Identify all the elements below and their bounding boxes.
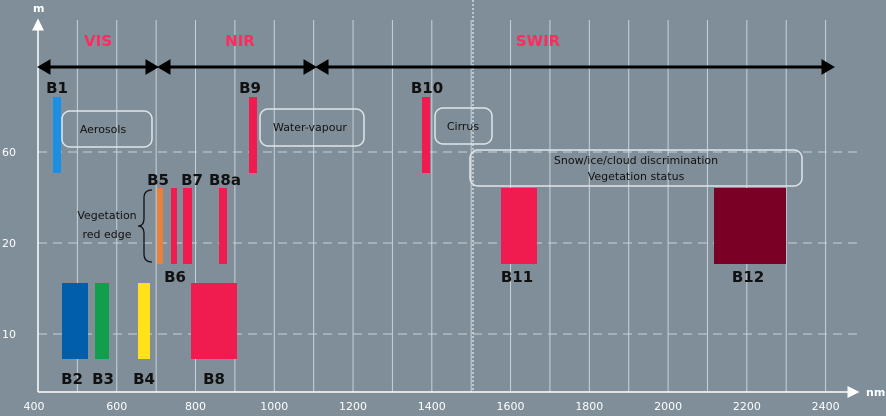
band-label-b5: B5: [147, 171, 169, 189]
water-vapour-box: [259, 108, 365, 147]
nir-arrow-left-head: [157, 59, 171, 75]
band-bar-b2: [62, 283, 88, 359]
y-axis-unit: m: [33, 2, 44, 15]
x-tick-2200: 2200: [733, 400, 761, 413]
band-label-b9: B9: [239, 79, 261, 97]
annotation-aerosols: Aerosols: [80, 123, 127, 136]
band-label-b12: B12: [732, 268, 764, 286]
band-bar-b4: [138, 283, 150, 359]
snow-ice-box: [469, 149, 803, 187]
band-bar-b1: [53, 97, 61, 173]
y-tick-10: 10: [2, 328, 16, 341]
x-tick-1200: 1200: [339, 400, 367, 413]
aerosols-box: [61, 110, 153, 148]
x-tick-600: 600: [106, 400, 127, 413]
band-label-b8a: B8a: [209, 171, 241, 189]
y-tick-60: 60: [2, 146, 16, 159]
x-tick-2000: 2000: [654, 400, 682, 413]
band-labels: B1 B2 B3 B4 B5 B6 B7 B8 B8a B9 B10 B11 B12: [46, 79, 764, 388]
x-tick-400: 400: [24, 400, 45, 413]
annotation-red-edge: red edge: [82, 228, 131, 241]
band-label-b3: B3: [92, 370, 114, 388]
band-bar-b12: [714, 188, 786, 264]
band-label-b4: B4: [133, 370, 155, 388]
band-bar-b11: [501, 188, 537, 264]
x-tick-1600: 1600: [497, 400, 525, 413]
band-label-b1: B1: [46, 79, 68, 97]
band-bar-b8a: [219, 188, 227, 264]
nir-arrow-right-head: [303, 59, 317, 75]
band-label-b10: B10: [411, 79, 443, 97]
vis-arrow-left-head: [37, 59, 51, 75]
annotation-vegetation: Vegetation: [77, 209, 136, 222]
x-tick-1400: 1400: [418, 400, 446, 413]
band-bar-b7: [183, 188, 192, 264]
band-bar-b10: [422, 97, 430, 173]
band-bars: [53, 97, 786, 359]
swir-arrow-right-head: [821, 59, 835, 75]
annotation-water-vapour: Water-vapour: [273, 121, 347, 134]
annotation-cirrus: Cirrus: [447, 120, 480, 133]
region-label-swir: SWIR: [516, 32, 561, 50]
band-label-b7: B7: [181, 171, 203, 189]
x-tick-1000: 1000: [260, 400, 288, 413]
band-bar-b8: [191, 283, 237, 359]
region-label-vis: VIS: [84, 32, 112, 50]
band-label-b2: B2: [61, 370, 83, 388]
red-edge-brace: [137, 189, 153, 263]
vis-arrow-right-head: [145, 59, 159, 75]
band-label-b6: B6: [164, 268, 186, 286]
band-bar-b9: [249, 97, 257, 173]
region-label-nir: NIR: [225, 32, 255, 50]
band-bar-b3: [95, 283, 109, 359]
y-tick-20: 20: [2, 237, 16, 250]
cirrus-box: [434, 107, 493, 145]
band-label-b11: B11: [501, 268, 533, 286]
x-tick-labels: 400 600 800 1000 1200 1400 1600 1800 2000 2200 240…: [24, 400, 840, 413]
x-axis-unit: nm: [866, 386, 885, 399]
x-tick-1800: 1800: [575, 400, 603, 413]
annotation-vegetation-status: Vegetation status: [588, 170, 685, 183]
swir-arrow-left-head: [315, 59, 329, 75]
band-label-b8: B8: [203, 370, 225, 388]
band-bar-b6: [171, 188, 177, 264]
annotation-snow-ice: Snow/ice/cloud discrimination: [554, 154, 718, 167]
x-tick-800: 800: [185, 400, 206, 413]
x-tick-2400: 2400: [812, 400, 840, 413]
region-arrows: [37, 59, 835, 75]
band-bar-b5: [157, 188, 163, 264]
